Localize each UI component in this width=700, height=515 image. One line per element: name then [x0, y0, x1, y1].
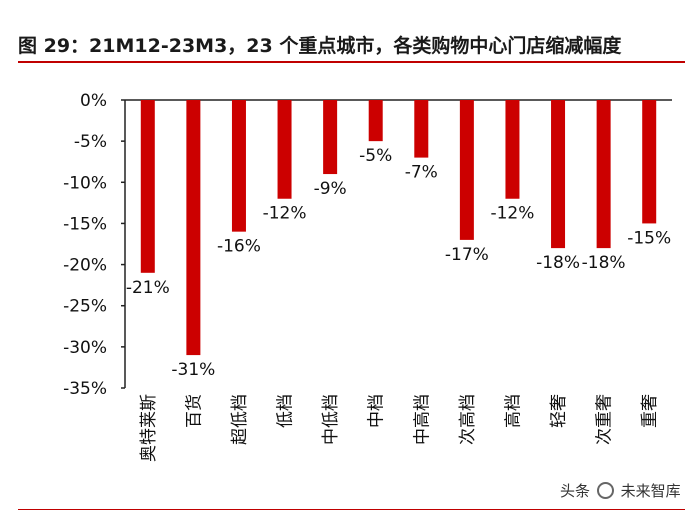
category-label-6: 中档: [367, 394, 387, 428]
bar-5: [323, 100, 338, 175]
figure-title: 图 29：21M12-23M3，23 个重点城市，各类购物中心门店缩减幅度: [18, 35, 622, 57]
bar-2: [186, 100, 201, 356]
data-label-7: -7%: [405, 163, 438, 183]
data-label-8: -17%: [445, 245, 489, 265]
data-label-2: -31%: [171, 360, 215, 380]
bar-12: [642, 100, 657, 224]
bar-8: [459, 100, 474, 240]
data-label-4: -12%: [263, 204, 307, 224]
category-label-9: 高档: [503, 394, 523, 428]
bar-11: [596, 100, 611, 249]
title-rule: [18, 61, 685, 63]
watermark-prefix: 头条: [560, 482, 591, 500]
y-tick-label: -15%: [63, 214, 107, 234]
chart-axes: [124, 99, 672, 388]
bottom-rule: [18, 509, 685, 510]
category-label-10: 轻奢: [549, 394, 569, 428]
bars: [140, 100, 657, 356]
category-label-4: 低档: [276, 394, 296, 428]
watermark-account: 未来智库: [620, 482, 681, 500]
category-labels: 奥特莱斯 百货 超低档 低档 中低档 中档 中高档 次高档 高档 轻奢 次重奢 重奢: [139, 394, 660, 462]
bar-7: [414, 100, 429, 158]
data-labels: -21%-31%-16%-12%-9%-5%-7%-17%-12%-18% -18…: [126, 146, 671, 380]
category-label-1: 奥特莱斯: [139, 394, 159, 462]
bar-4: [277, 100, 292, 199]
category-label-3: 超低档: [230, 394, 250, 445]
category-label-8: 次高档: [458, 394, 478, 445]
category-label-11: 次重奢: [595, 394, 615, 445]
watermark: 头条 未来智库: [560, 480, 681, 501]
data-label-3: -16%: [217, 237, 261, 257]
data-label-9: -12%: [490, 204, 534, 224]
y-tick-label: -5%: [74, 132, 107, 152]
data-label-5: -9%: [314, 179, 347, 199]
bar-1: [140, 100, 155, 273]
category-label-12: 重奢: [640, 394, 660, 428]
y-tick-label: -35%: [63, 379, 107, 399]
bar-6: [368, 100, 383, 142]
y-axis-ticks: 0% -5% -10% -15% -20% -25% -30% -35%: [63, 91, 125, 399]
category-label-2: 百货: [184, 394, 204, 428]
y-tick-label: 0%: [80, 91, 107, 111]
data-label-12: -15%: [627, 228, 671, 248]
y-tick-label: -20%: [63, 256, 107, 276]
data-label-10: -18%: [536, 253, 580, 273]
bar-10: [551, 100, 566, 249]
y-tick-label: -25%: [63, 297, 107, 317]
y-tick-label: -10%: [63, 173, 107, 193]
category-label-7: 中高档: [412, 394, 432, 445]
y-tick-label: -30%: [63, 338, 107, 358]
data-label-6: -5%: [359, 146, 392, 166]
data-label-11: -18%: [582, 253, 626, 273]
at-circle-icon: [596, 482, 614, 499]
bar-3: [231, 100, 246, 232]
bar-9: [505, 100, 520, 199]
data-label-1: -21%: [126, 278, 170, 298]
category-label-5: 中低档: [321, 394, 341, 445]
